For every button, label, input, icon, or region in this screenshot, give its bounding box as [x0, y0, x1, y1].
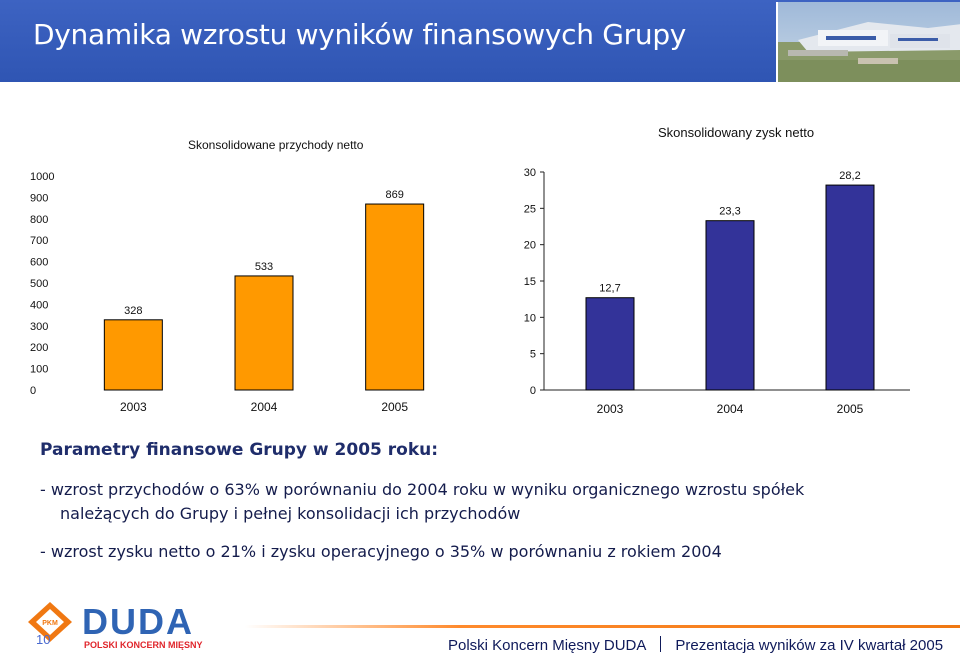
page-number: 10	[36, 632, 51, 647]
factory-photo	[776, 2, 960, 82]
slide-title: Dynamika wzrostu wyników finansowych Gru…	[33, 18, 687, 51]
revenue-category-label: 2003	[120, 400, 147, 414]
parameters-section: Parametry finansowe Grupy w 2005 roku: -…	[40, 440, 920, 564]
revenue-data-label: 328	[124, 305, 142, 317]
revenue-data-label: 869	[385, 189, 403, 201]
duda-logo: PKM DUDA POLSKI KONCERN MIĘSNY	[24, 596, 234, 656]
revenue-chart-plot: 0 100 200 300 400 500 600 700 800 900 1000 328 2003 5…	[30, 171, 425, 414]
logo-subtext: POLSKI KONCERN MIĘSNY	[84, 640, 203, 650]
revenue-chart-title: Skonsolidowane przychody netto	[188, 138, 364, 152]
profit-y-tick-label: 0	[530, 385, 536, 397]
revenue-growth-line-2: należących do Grupy i pełnej konsolidacj…	[60, 504, 521, 523]
revenue-category-label: 2004	[251, 400, 278, 414]
revenue-bar	[365, 203, 425, 391]
profit-data-label: 12,7	[599, 283, 620, 295]
revenue-y-tick-label: 100	[30, 364, 48, 376]
revenue-y-tick-label: 900	[30, 192, 48, 204]
revenue-y-tick-label: 300	[30, 321, 48, 333]
profit-category-label: 2004	[717, 402, 744, 416]
profit-chart-title: Skonsolidowany zysk netto	[658, 125, 815, 140]
revenue-y-tick-label: 400	[30, 299, 48, 311]
profit-category-label: 2005	[837, 402, 864, 416]
revenue-y-tick-label: 600	[30, 257, 48, 269]
footer-presentation: Prezentacja wyników za IV kwartał 2005	[675, 637, 944, 654]
revenue-growth-line-1: - wzrost przychodów o 63% w porównaniu d…	[40, 480, 805, 499]
profit-y-tick-label: 15	[524, 276, 536, 288]
revenue-y-tick-label: 200	[30, 342, 48, 354]
profit-data-label: 28,2	[839, 170, 860, 182]
profit-y-tick-label: 30	[524, 167, 536, 179]
profit-y-tick-label: 5	[530, 349, 536, 361]
profit-bar	[825, 184, 875, 391]
profit-chart-plot: 0 5 10 15 20 25 30 12,7 2003 23,3 2004 28,2 2005	[524, 167, 910, 416]
logo-badge: PKM	[42, 620, 58, 627]
revenue-y-tick-label: 700	[30, 235, 48, 247]
profit-bar	[705, 220, 755, 391]
profit-y-tick-label: 25	[524, 203, 536, 215]
profit-growth-line: - wzrost zysku netto o 21% i zysku opera…	[40, 542, 722, 561]
revenue-data-label: 533	[255, 261, 273, 273]
footer-text: Polski Koncern Mięsny DUDA Prezentacja wy…	[448, 636, 943, 654]
revenue-category-label: 2005	[381, 400, 408, 414]
logo-text: DUDA	[82, 601, 194, 642]
profit-y-tick-label: 10	[524, 312, 536, 324]
revenue-bar	[234, 275, 294, 391]
revenue-y-tick-label: 0	[30, 385, 36, 397]
parameters-heading: Parametry finansowe Grupy w 2005 roku:	[40, 440, 439, 460]
revenue-chart: Skonsolidowane przychody netto 0 100 200 30…	[28, 128, 460, 428]
revenue-y-tick-label: 1000	[30, 171, 54, 183]
profit-y-tick-label: 20	[524, 240, 536, 252]
profit-bar	[585, 297, 635, 391]
revenue-bar	[103, 319, 163, 391]
revenue-y-tick-label: 500	[30, 278, 48, 290]
footer-company: Polski Koncern Mięsny DUDA	[448, 637, 647, 654]
footer-separator	[660, 636, 662, 652]
profit-data-label: 23,3	[719, 206, 740, 218]
profit-category-label: 2003	[597, 402, 624, 416]
footer-accent-line	[245, 625, 960, 628]
profit-chart: Skonsolidowany zysk netto 0 5 10 15 20 25 30 12…	[506, 118, 956, 430]
revenue-y-tick-label: 800	[30, 214, 48, 226]
